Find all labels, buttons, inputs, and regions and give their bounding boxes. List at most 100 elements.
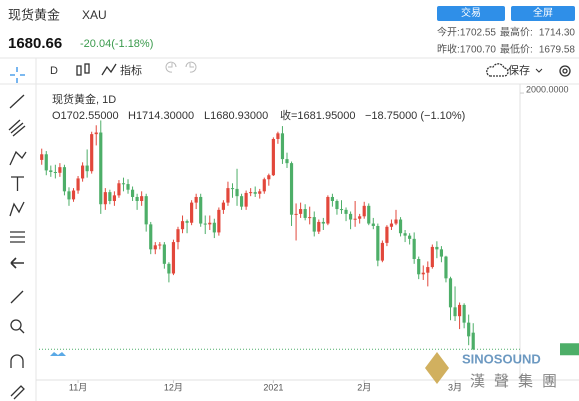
candle-body (344, 209, 348, 214)
logo-mini (50, 352, 66, 356)
candle-body (289, 163, 294, 215)
candle-body (149, 224, 153, 250)
candle-body (453, 307, 457, 317)
candle-body (417, 259, 421, 275)
stat-value: 1714.30 (539, 28, 576, 39)
stat-label: 最低价: (500, 43, 533, 56)
candle-body (253, 192, 257, 194)
candle-body (212, 222, 216, 233)
candle-body (121, 183, 126, 185)
x-tick-label: 3月 (448, 382, 462, 392)
legend-low: L1680.93000 (204, 110, 268, 122)
candle-body (412, 238, 416, 259)
candle-body (171, 242, 176, 274)
candle-body (398, 219, 403, 234)
redo-icon[interactable] (185, 61, 197, 73)
candle-body (471, 332, 475, 350)
indicator-icon[interactable] (101, 63, 117, 76)
x-tick-label: 2021 (263, 382, 283, 392)
candle-body (408, 235, 412, 239)
candle-body (221, 202, 225, 210)
price-change: -20.04(-1.18%) (80, 38, 153, 50)
settings-icon-core (562, 68, 568, 74)
candle-body (153, 245, 157, 250)
candle-body (108, 192, 112, 201)
candle-body (117, 183, 121, 196)
candle-body (267, 175, 271, 180)
candle-body (226, 188, 230, 203)
candle-body (103, 192, 107, 205)
candle-body (389, 223, 394, 227)
candle-body (367, 205, 371, 224)
candle-body (358, 216, 362, 219)
candle-body (335, 201, 339, 210)
candle-body (353, 218, 357, 220)
interval[interactable]: D (50, 65, 58, 77)
candle-body (194, 196, 198, 203)
save[interactable]: 保存 (508, 63, 530, 77)
logo (425, 352, 449, 384)
legend-high: H1714.30000 (128, 110, 194, 122)
chart-type-icon[interactable] (76, 63, 90, 76)
legend-change: −18.75000 (−1.10%) (365, 110, 465, 122)
candle-body (230, 188, 235, 190)
candle-body (203, 223, 207, 225)
candle-body (430, 246, 434, 268)
trade-label[interactable]: 交易 (461, 6, 481, 19)
candle-body (262, 179, 266, 192)
candle-body (458, 304, 462, 317)
candle-body (317, 221, 321, 232)
candle-body (271, 138, 275, 176)
candle-body (403, 233, 407, 236)
candle-body (126, 184, 130, 190)
stat-value: 1679.58 (539, 45, 576, 56)
legend-close: 收=1681.95000 (280, 108, 356, 122)
candle-body (53, 172, 57, 173)
candle-body (162, 244, 166, 264)
candle-body (426, 267, 430, 273)
watermark-brand: SINOSOUND (462, 351, 541, 366)
legend-open: O1702.55000 (52, 110, 119, 122)
settings-icon[interactable] (559, 65, 571, 77)
candle-body (235, 188, 239, 197)
trade-button[interactable] (437, 6, 505, 21)
candle-body (249, 192, 253, 194)
candle-body (444, 256, 448, 279)
candle-body (58, 167, 62, 173)
candle-body (280, 133, 285, 160)
candle-body (90, 134, 94, 172)
candle-body (81, 165, 85, 179)
x-tick-label: 2月 (357, 382, 371, 392)
y-tick-label: 2000.0000 (526, 84, 569, 94)
candle-body (190, 202, 194, 223)
fullscreen-button[interactable] (511, 6, 575, 21)
x-tick-label: 12月 (164, 382, 183, 392)
candle-body (448, 278, 453, 308)
candle-body (348, 213, 353, 220)
fullscreen-label[interactable]: 全屏 (533, 6, 553, 19)
candle-body (439, 249, 444, 257)
candle-body (294, 213, 298, 215)
candle-body (40, 154, 44, 160)
dropdown-icon[interactable] (535, 68, 543, 73)
last-price-tag (560, 343, 579, 356)
chart-title: 现货黄金, 1D (52, 92, 116, 106)
candle-body (462, 304, 466, 323)
candle-body (385, 226, 389, 243)
indicators[interactable]: 指标 (120, 63, 142, 77)
candle-body (330, 196, 335, 201)
candle-body (67, 191, 71, 200)
undo-icon[interactable] (165, 61, 177, 73)
candle-body (199, 196, 203, 224)
candle-body (76, 178, 80, 191)
candle-body (285, 159, 289, 164)
candle-body (371, 223, 375, 226)
candle-body (44, 154, 48, 171)
cloud-icon[interactable] (486, 63, 509, 77)
drawing-tools[interactable] (8, 67, 27, 400)
candle-body (244, 192, 248, 207)
symbol-name: 现货黄金 (8, 7, 60, 22)
candle-body (180, 221, 185, 230)
candle-body (49, 170, 53, 172)
